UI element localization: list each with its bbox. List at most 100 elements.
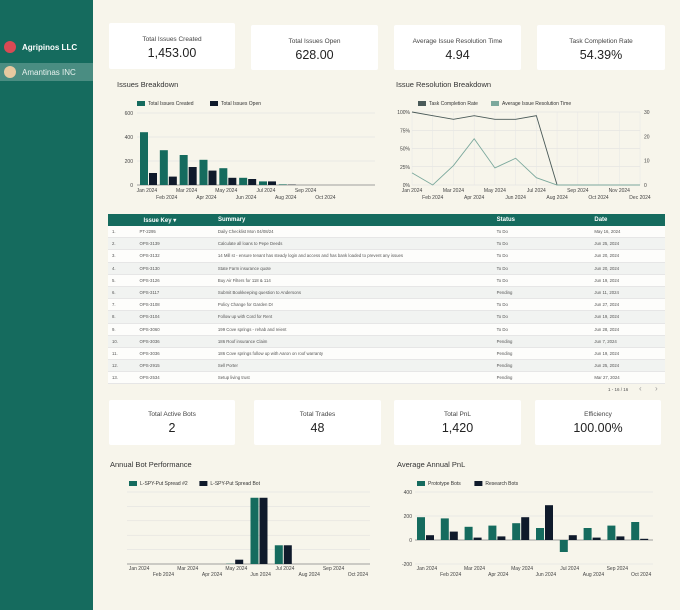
kpi-label: Total Active Bots xyxy=(148,411,196,418)
bar xyxy=(631,522,640,540)
date-cell: Jun 28, 2024 xyxy=(594,326,620,332)
x-tick-label: Feb 2024 xyxy=(422,195,443,201)
date-cell: Jun 27, 2024 xyxy=(594,302,620,308)
issue-key-cell: OPS-2915 xyxy=(139,363,160,369)
bar xyxy=(274,545,283,564)
summary-cell: Setup living trust xyxy=(217,375,250,381)
next-page-icon[interactable]: › xyxy=(655,384,658,393)
y-tick-label: -200 xyxy=(402,562,412,568)
x-tick-label: May 2024 xyxy=(225,566,247,572)
table-row[interactable]: 6. OPS-3117 Submit Bookkeeping question to… xyxy=(108,286,665,300)
kpi-total-issues-created: Total Issues Created 1,453.00 xyxy=(109,23,235,69)
table-row[interactable]: 10. OPS-3036 186 Roof insurance Claim Pendi… xyxy=(108,335,665,348)
x-tick-label: Jun 2024 xyxy=(250,572,271,578)
row-index: 2. xyxy=(112,241,116,247)
summary-cell: Daily Checklist Mon 04/08/24 xyxy=(217,229,274,235)
table-row[interactable]: 8. OPS-3104 Follow up with Cord for Rent To… xyxy=(108,311,665,324)
date-cell: Jun 20, 2024 xyxy=(594,265,620,271)
table-row[interactable]: 3. OPS-3132 14 Mill st - ensure tenant has… xyxy=(108,250,665,263)
summary-cell: Sell Porter xyxy=(217,363,238,369)
bar xyxy=(159,150,168,185)
bar xyxy=(179,155,188,185)
row-index: 3. xyxy=(112,253,116,259)
summary-cell: 186 Cove springs follow up with Aaron on… xyxy=(217,350,324,356)
header-date[interactable]: Date xyxy=(594,217,608,223)
x-tick-label: Mar 2024 xyxy=(176,188,197,194)
status-cell: Pending xyxy=(496,350,513,356)
table-row[interactable]: 1. PT-2295 Daily Checklist Mon 04/08/24 To … xyxy=(108,226,665,239)
kpi-value: 54.39% xyxy=(579,48,623,62)
kpi-label: Total Issues Created xyxy=(142,36,202,43)
kpi-task-completion-rate: Task Completion Rate 54.39% xyxy=(537,25,665,70)
bar xyxy=(536,528,544,540)
x-tick-label: Feb 2024 xyxy=(440,572,461,578)
summary-cell: Submit Bookkeeping question to Andersons xyxy=(217,290,302,296)
status-cell: Pending xyxy=(496,375,513,381)
legend-swatch xyxy=(199,481,208,486)
avatar xyxy=(4,66,16,78)
bar xyxy=(417,517,425,540)
status-cell: Pending xyxy=(496,290,513,296)
issue-key-cell: OPS-3130 xyxy=(139,265,160,271)
x-tick-label: Oct 2024 xyxy=(588,195,609,201)
sort-arrow-icon[interactable]: ▾ xyxy=(173,217,177,224)
kpi-value: 4.94 xyxy=(445,48,470,62)
header-status[interactable]: Status xyxy=(496,217,516,223)
bar xyxy=(239,177,248,185)
org-item-agripinos[interactable]: Agripinos LLC xyxy=(0,38,93,56)
issues-table: Issue Key ▾ Summary Status Date 1. PT-229… xyxy=(108,214,665,385)
issue-key-cell: OPS-3036 xyxy=(139,338,160,344)
bar xyxy=(592,537,601,540)
chart-title-issues-breakdown: Issues Breakdown xyxy=(117,80,179,89)
x-tick-label: Aug 2024 xyxy=(583,572,605,578)
x-tick-label: Jan 2024 xyxy=(417,566,438,572)
table-row[interactable]: 9. OPS-3060 199 Cove springs - rehab and r… xyxy=(108,323,665,336)
kpi-value: 48 xyxy=(310,421,325,435)
table-row[interactable]: 11. OPS-3036 186 Cove springs follow up wi… xyxy=(108,347,665,361)
bar xyxy=(219,168,228,185)
x-tick-label: Oct 2024 xyxy=(315,195,336,201)
bar xyxy=(168,176,177,185)
issue-key-cell: OPS-3132 xyxy=(139,253,160,259)
x-tick-label: Jan 2024 xyxy=(137,188,158,194)
legend-label: Task Completion Rate xyxy=(429,101,478,107)
header-summary[interactable]: Summary xyxy=(218,217,246,223)
date-cell: Mar 27, 2024 xyxy=(594,375,620,381)
table-row[interactable]: 12. OPS-2915 Sell Porter Pending Jun 25, 202… xyxy=(108,360,665,373)
table-row[interactable]: 7. OPS-3108 Policy Change for Garden Dr To … xyxy=(108,299,665,312)
table-row[interactable]: 5. OPS-3126 Buy Air Filters for 118 & 114 T… xyxy=(108,274,665,287)
legend-swatch xyxy=(129,481,137,486)
x-tick-label: Jul 2024 xyxy=(560,566,579,572)
summary-cell: 186 Roof insurance Claim xyxy=(217,338,268,344)
legend-swatch xyxy=(491,101,499,106)
legend-swatch xyxy=(474,481,483,486)
table-row[interactable]: 2. OPS-3139 Calculate all loans to Pepe De… xyxy=(108,238,665,251)
kpi-label: Total Issues Open xyxy=(288,38,341,45)
kpi-total-active-bots: Total Active Bots 2 xyxy=(109,400,235,445)
status-cell: To Do xyxy=(496,265,508,271)
y-tick-label: 0 xyxy=(409,538,412,544)
org-name: Agripinos LLC xyxy=(22,42,78,52)
header-issue-key[interactable]: Issue Key ▾ xyxy=(126,217,219,224)
kpi-value: 100.00% xyxy=(573,421,623,435)
y-tick-label: 0% xyxy=(403,183,411,189)
org-name: Amantinas INC xyxy=(22,67,76,77)
bar xyxy=(616,536,625,540)
summary-cell: Calculate all loans to Pepe Deeds xyxy=(217,241,283,247)
x-tick-label: Sep 2024 xyxy=(323,566,345,572)
status-cell: To Do xyxy=(496,241,508,247)
table-row[interactable]: 4. OPS-3130 State Farm insurance quote To D… xyxy=(108,262,665,275)
bar xyxy=(149,173,157,185)
y-tick-label: 50% xyxy=(400,147,411,153)
bar xyxy=(188,167,197,185)
avatar xyxy=(4,41,16,53)
x-tick-label: Oct 2024 xyxy=(631,572,652,578)
summary-cell: Policy Change for Garden Dr xyxy=(217,302,274,308)
x-tick-label: Apr 2024 xyxy=(202,572,223,578)
row-index: 9. xyxy=(112,326,116,332)
table-row[interactable]: 13. OPS-2534 Setup living trust Pending Mar … xyxy=(108,372,665,385)
row-index: 5. xyxy=(112,277,116,283)
org-item-amantinas[interactable]: Amantinas INC xyxy=(0,63,93,81)
x-tick-label: May 2024 xyxy=(484,188,506,194)
prev-page-icon[interactable]: ‹ xyxy=(639,384,642,393)
